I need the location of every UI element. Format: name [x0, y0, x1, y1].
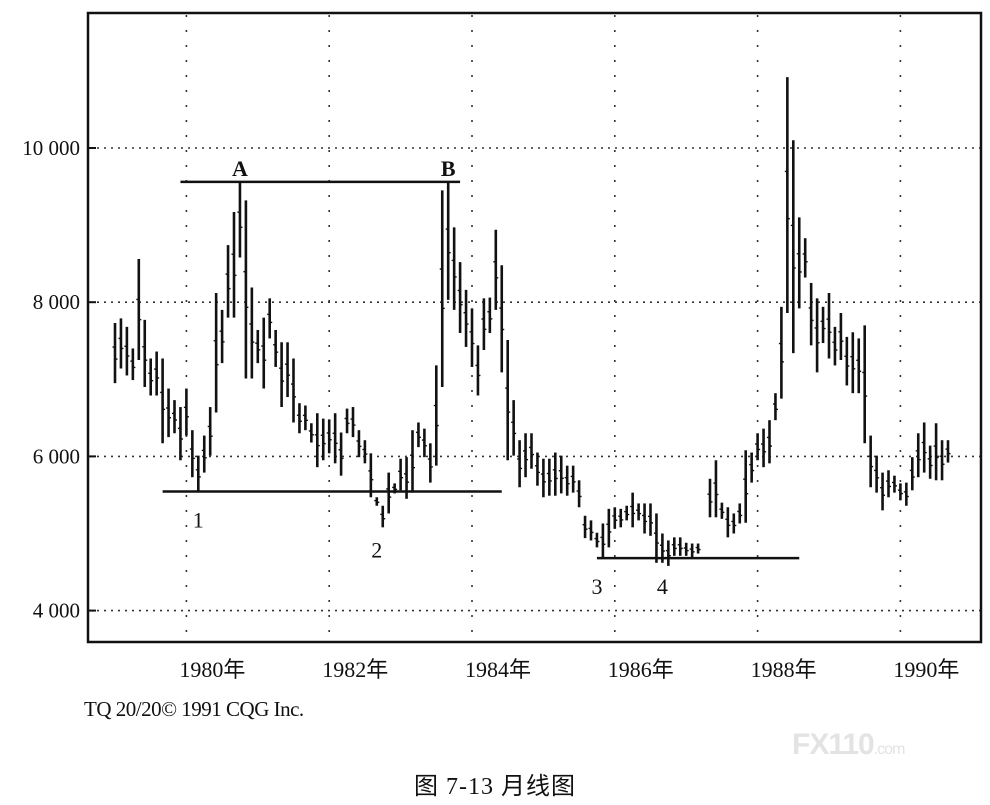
x-tick-label: 1980年	[179, 657, 245, 682]
x-tick-label: 1982年	[322, 657, 388, 682]
grid-lines	[90, 15, 980, 640]
x-tick-label: 1986年	[608, 657, 674, 682]
copyright-credit: TQ 20/20© 1991 CQG Inc.	[84, 697, 304, 721]
plot-frame	[86, 11, 983, 644]
price-bars	[112, 77, 951, 566]
y-tick-label: 4 000	[33, 599, 80, 623]
watermark-suffix: .com	[873, 741, 906, 758]
annotation-label-4: 4	[657, 574, 668, 599]
annotation-label-3: 3	[591, 574, 602, 599]
figure-caption: 图 7-13 月线图	[414, 774, 576, 800]
annotation-label-b: B	[441, 156, 456, 181]
y-tick-label: 8 000	[33, 290, 80, 314]
watermark-logo: FX110.com	[792, 728, 906, 762]
y-tick-label: 10 000	[22, 136, 80, 160]
annotation-labels: A B 1 2 3 4	[193, 156, 668, 599]
watermark-main: FX110	[792, 728, 875, 761]
trend-lines	[162, 180, 800, 560]
x-tick-label: 1984年	[465, 657, 531, 682]
x-tick-label: 1988年	[751, 657, 817, 682]
y-tick-label: 6 000	[33, 444, 80, 468]
x-axis: 1980年 1982年 1984年 1986年 1988年 1990年	[179, 657, 959, 682]
annotation-label-a: A	[232, 156, 248, 181]
x-tick-label: 1990年	[893, 657, 959, 682]
annotation-label-1: 1	[193, 507, 204, 532]
annotation-label-2: 2	[371, 537, 382, 562]
y-axis: 4 000 6 000 8 000 10 000	[22, 136, 96, 623]
